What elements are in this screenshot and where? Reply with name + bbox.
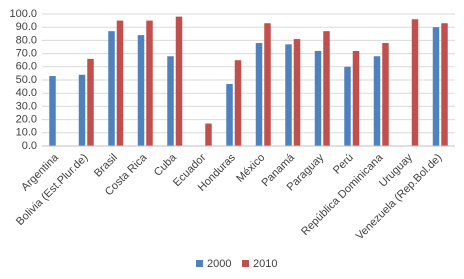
y-tick-label: 60.0 bbox=[16, 61, 37, 73]
y-tick-label: 30.0 bbox=[16, 100, 37, 112]
bar bbox=[49, 76, 56, 146]
bar bbox=[382, 43, 389, 146]
y-tick-label: 100.0 bbox=[9, 8, 37, 20]
y-tick-label: 0.0 bbox=[22, 140, 37, 152]
bar bbox=[314, 50, 322, 146]
bar bbox=[432, 27, 440, 147]
y-tick-label: 10.0 bbox=[16, 127, 37, 139]
bar bbox=[255, 43, 263, 146]
bar bbox=[373, 56, 381, 146]
y-tick-label: 50.0 bbox=[16, 74, 37, 86]
bar bbox=[226, 83, 233, 146]
bar bbox=[234, 60, 242, 147]
bar bbox=[175, 16, 183, 146]
bar bbox=[441, 23, 448, 147]
bar bbox=[293, 39, 301, 146]
bar bbox=[344, 66, 351, 146]
bar bbox=[116, 20, 124, 147]
y-tick-label: 80.0 bbox=[16, 34, 37, 46]
bar bbox=[108, 31, 115, 146]
y-tick-label: 90.0 bbox=[16, 21, 37, 33]
legend-label: 2010 bbox=[253, 258, 277, 270]
x-tick-label: Perú bbox=[331, 152, 356, 177]
x-tick-label: Brasil bbox=[92, 152, 120, 180]
legend-swatch bbox=[242, 260, 249, 267]
bar bbox=[137, 35, 145, 147]
bar bbox=[146, 20, 153, 147]
x-tick-label: Cuba bbox=[152, 151, 180, 179]
y-tick-label: 40.0 bbox=[16, 87, 37, 99]
y-tick-label: 20.0 bbox=[16, 114, 37, 126]
y-tick-label: 70.0 bbox=[16, 48, 37, 60]
bar bbox=[352, 50, 360, 146]
bar bbox=[167, 56, 174, 146]
bar bbox=[87, 58, 94, 146]
bar bbox=[411, 19, 419, 147]
bar bbox=[285, 44, 292, 146]
legend-label: 2000 bbox=[207, 258, 231, 270]
bar bbox=[323, 31, 330, 146]
bar bbox=[205, 123, 212, 146]
bar bbox=[264, 23, 271, 147]
bar bbox=[78, 74, 86, 146]
legend-swatch bbox=[196, 260, 203, 267]
